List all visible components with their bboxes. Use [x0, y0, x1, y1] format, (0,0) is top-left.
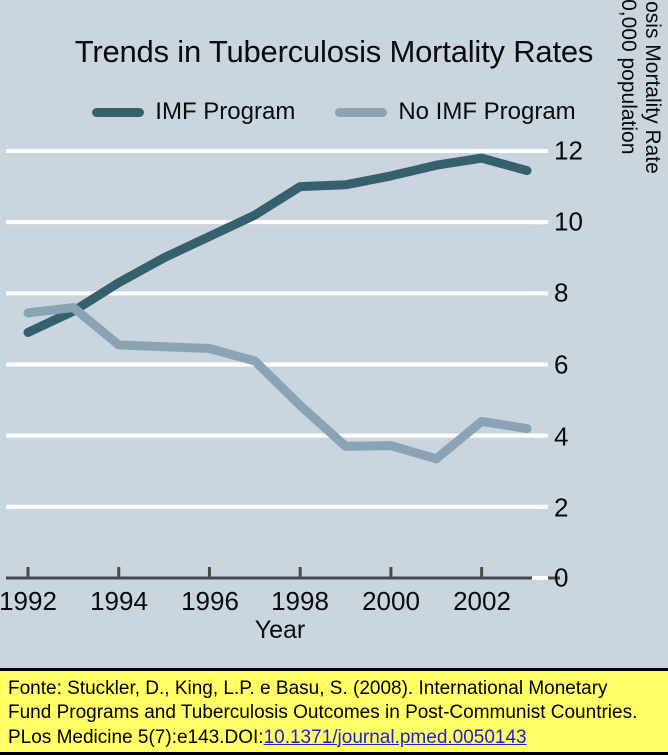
chart-legend: IMF Program No IMF Program	[0, 98, 668, 126]
caption-line-2: Fund Programs and Tuberculosis Outcomes …	[8, 702, 638, 724]
x-tick-label: 2002	[453, 586, 511, 616]
caption-line-3: PLos Medicine 5(7):e143.DOI:10.1371/jour…	[8, 726, 660, 750]
legend-swatch-no-imf-program	[335, 107, 388, 117]
y-tick-label: 10	[554, 206, 583, 237]
x-tick-label: 2000	[362, 586, 420, 616]
y-tick-label: 4	[554, 421, 569, 452]
y-axis-label: Tuberculosis Mortality Rate per 100,000 …	[617, 0, 664, 212]
y-tick-label: 8	[554, 277, 569, 308]
y-tick-label: 12	[554, 135, 583, 166]
plot-svg	[6, 149, 560, 580]
x-axis-label: Year	[254, 616, 306, 644]
caption-citation: PLos Medicine 5(7):e143.DOI:	[8, 726, 264, 748]
x-tick-label: 1998	[271, 586, 329, 616]
y-tick-label: 0	[554, 562, 569, 593]
y-tick-label: 2	[554, 492, 569, 523]
series-line-imf-program	[23, 153, 532, 337]
doi-link[interactable]: 10.1371/journal.pmed.0050143	[263, 726, 527, 748]
x-tick-label: 1994	[90, 586, 148, 616]
legend-item-imf-program: IMF Program	[92, 98, 295, 126]
legend-label-imf-program: IMF Program	[155, 98, 296, 125]
x-tick-label: 1996	[181, 586, 239, 616]
plot-area: 12 10 8 6 4 2 0 1992 1994 1996 1998 2000…	[0, 0, 664, 644]
chart-title: Trends in Tuberculosis Mortality Rates	[74, 34, 594, 69]
caption-line-1: Fonte: Stuckler, D., King, L.P. e Basu, …	[8, 678, 608, 699]
legend-item-no-imf-program: No IMF Program	[335, 98, 576, 126]
legend-label-no-imf-program: No IMF Program	[398, 98, 576, 125]
y-axis-label-line2: per 100,000 population	[617, 0, 641, 155]
chart-figure: Trends in Tuberculosis Mortality Rates I…	[0, 0, 668, 644]
y-tick-label: 6	[554, 349, 569, 380]
legend-swatch-imf-program	[92, 107, 145, 117]
series-line-no-imf-program	[23, 303, 532, 464]
source-caption: Fonte: Stuckler, D., King, L.P. e Basu, …	[0, 668, 668, 755]
x-tick-label: 1992	[0, 586, 57, 616]
y-axis-label-line1: Tuberculosis Mortality Rate	[641, 0, 664, 174]
